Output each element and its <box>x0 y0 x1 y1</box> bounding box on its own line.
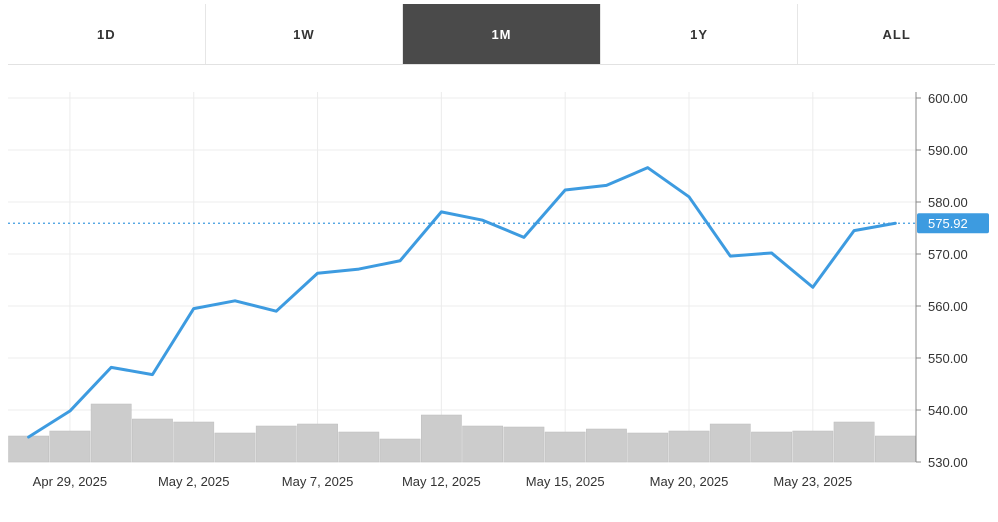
x-tick-label: May 12, 2025 <box>402 474 481 489</box>
last-price-badge <box>917 213 989 234</box>
price-point <box>109 366 113 369</box>
x-tick-label: May 7, 2025 <box>282 474 354 489</box>
x-tick-label: May 23, 2025 <box>773 474 852 489</box>
price-point <box>27 435 30 439</box>
volume-bar <box>132 418 173 463</box>
price-point <box>852 229 856 232</box>
volume-bar <box>173 421 215 463</box>
volume-bar <box>709 423 751 463</box>
x-tick-label: Apr 29, 2025 <box>33 474 107 489</box>
volume-bar <box>90 403 132 463</box>
volume-bar <box>297 423 338 463</box>
price-point <box>646 166 649 169</box>
volume-bar <box>49 430 91 463</box>
price-point <box>398 259 402 262</box>
tab-1m[interactable]: 1M <box>403 4 601 64</box>
volume-bar <box>586 428 627 463</box>
y-tick-label: 530.00 <box>928 455 968 470</box>
volume-bar <box>379 438 421 463</box>
price-point <box>687 195 691 198</box>
y-tick-label: 570.00 <box>928 247 968 262</box>
price-point <box>233 299 237 302</box>
price-point <box>563 188 567 192</box>
volume-bar <box>668 430 710 463</box>
price-point <box>357 267 361 271</box>
volume-bar <box>214 432 256 463</box>
volume-bar <box>8 435 50 463</box>
price-point <box>440 210 443 214</box>
volume-bar <box>503 426 545 463</box>
price-point <box>316 272 319 275</box>
last-price-label: 575.92 <box>928 216 968 231</box>
y-tick-label: 580.00 <box>928 195 968 210</box>
tab-1y[interactable]: 1Y <box>601 4 799 64</box>
price-point <box>605 184 608 187</box>
price-point <box>522 236 526 239</box>
volume-bar <box>874 435 916 463</box>
price-point <box>151 373 154 376</box>
price-line <box>27 166 897 439</box>
y-tick-label: 550.00 <box>928 351 968 366</box>
price-point <box>770 251 773 255</box>
price-point <box>275 310 278 313</box>
volume-bar <box>255 425 297 463</box>
x-tick-label: May 20, 2025 <box>650 474 729 489</box>
volume-bar <box>338 431 380 463</box>
tab-all[interactable]: ALL <box>882 26 911 42</box>
y-tick-label: 540.00 <box>928 403 968 418</box>
price-point <box>68 409 72 413</box>
price-point <box>481 219 484 222</box>
x-tick-label: May 15, 2025 <box>526 474 605 489</box>
volume-bar <box>833 421 875 463</box>
volume-bar <box>544 431 586 463</box>
range-tabs: 1D 1W 1M 1Y ALL <box>8 4 995 65</box>
price-point <box>192 307 195 310</box>
volume-bar <box>751 431 792 463</box>
volume-bar <box>627 432 669 463</box>
price-point <box>811 286 815 289</box>
y-tick-label: 560.00 <box>928 299 968 314</box>
price-chart: 600.00 590.00 580.00 570.00 560.00 550.00 540.… <box>8 91 989 489</box>
tab-1d[interactable]: 1D <box>8 4 206 64</box>
y-tick-label: 600.00 <box>928 91 968 106</box>
volume-bar <box>792 430 834 463</box>
y-tick-label: 590.00 <box>928 143 968 158</box>
tab-1w[interactable]: 1W <box>206 4 404 64</box>
x-tick-label: May 2, 2025 <box>158 474 230 489</box>
volume-bar <box>462 425 504 463</box>
volume-bar <box>420 414 462 463</box>
price-point <box>729 254 732 258</box>
